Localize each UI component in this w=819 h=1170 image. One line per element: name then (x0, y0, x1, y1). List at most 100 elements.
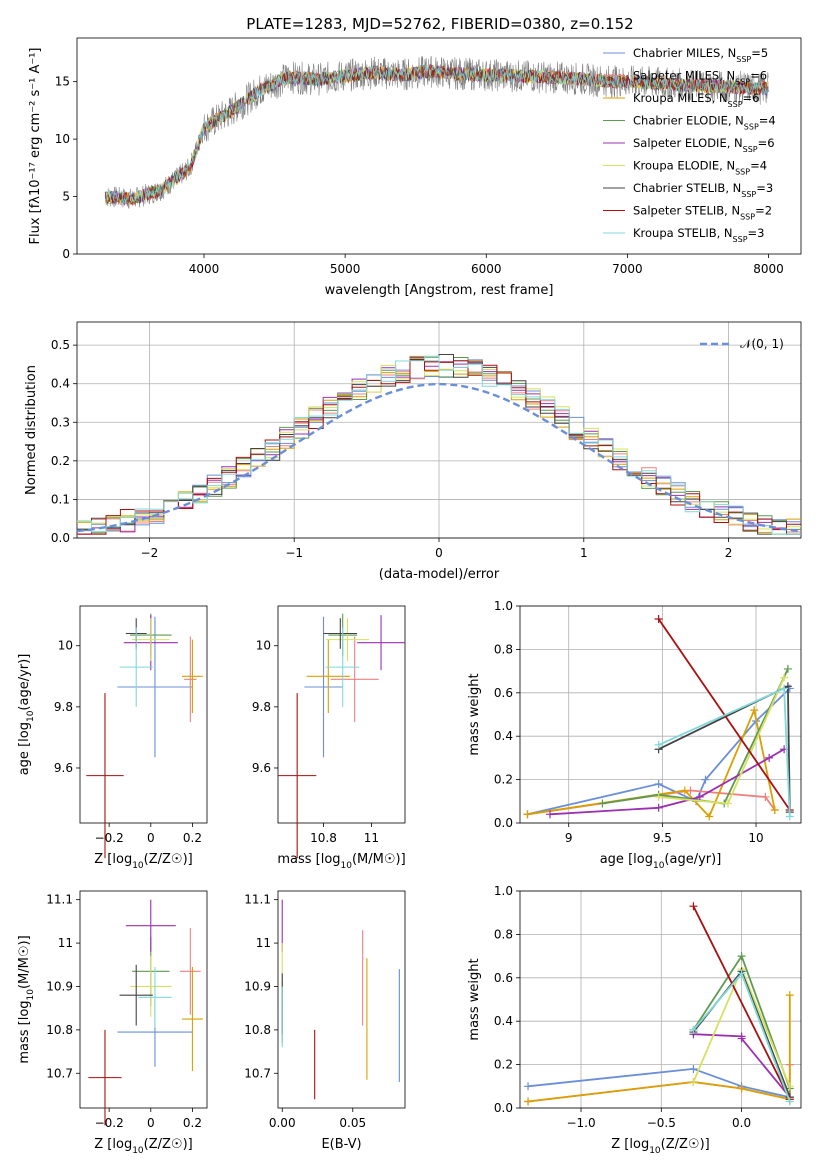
y-tick-label: 15 (55, 75, 70, 89)
axes-frame (79, 605, 208, 824)
x-axis-label: wavelength [Angstrom, rest frame] (325, 283, 554, 298)
legend-entry: Chabrier STELIB, NSSP=3 (633, 181, 773, 199)
weight-marker (598, 799, 607, 808)
weight-marker (689, 902, 698, 911)
legend-entry: Chabrier MILES, NSSP=5 (633, 46, 768, 64)
spectrum-panel: 4000 5000 6000 7000 8000 0 5 10 15 wavelength [An… (28, 37, 802, 298)
weight-marker (695, 792, 704, 801)
y-axis-label: mass weight (467, 673, 482, 755)
legend-entry: Kroupa MILES, NSSP=6 (633, 91, 759, 109)
mass-vs-metallicity-panel: −0.2 0 0.2 10.7 10.8 10.9 11 11.1 Z [log10(Z/Z☉)… (17, 890, 208, 1156)
y-tick-label: 0.4 (51, 377, 70, 391)
weight-marker (524, 1097, 533, 1106)
weight-marker (523, 810, 532, 819)
weight-marker (780, 673, 789, 682)
y-tick-label: 0.4 (494, 1014, 513, 1028)
y-tick-label: 11.1 (244, 893, 271, 907)
x-axis-label: (data-model)/error (379, 567, 500, 582)
x-tick-label: 10.8 (310, 831, 337, 845)
weight-vs-age-panel: 9 9.5 10 0.0 0.2 0.4 0.6 0.8 1.0 age [log10(age/y… (467, 599, 802, 871)
weight-marker (750, 706, 759, 715)
y-tick-label: 9.6 (54, 761, 73, 775)
y-tick-label: 0.2 (494, 773, 513, 787)
weight-marker (737, 969, 746, 978)
weight-line-0 (527, 1067, 790, 1099)
y-tick-label: 0.6 (494, 686, 513, 700)
age-vs-metallicity-panel: −0.2 0 0.2 9.6 9.8 10 Z [log10(Z/Z☉)] age [log1… (17, 605, 208, 871)
x-tick-label: 2 (725, 546, 733, 560)
residual-histogram-panel: −2 −1 0 1 2 0.0 0.1 0.2 0.3 0.4 0.5 (data-model)/er… (24, 321, 802, 582)
model-spectrum-8 (104, 64, 769, 205)
x-tick-label: 0.00 (269, 1116, 296, 1130)
y-tick-label: 0.2 (51, 454, 70, 468)
y-axis-label: age [log10(age/yr)] (17, 654, 36, 776)
x-tick-label: −1 (285, 546, 303, 560)
weight-marker (689, 1077, 698, 1086)
age-vs-mass-panel: 10.8 11 9.6 9.8 10 mass [log10(M/M☉)] (252, 605, 406, 871)
histogram-8 (77, 355, 801, 535)
weight-marker (780, 684, 789, 693)
legend-entry: 𝒩(0, 1) (740, 337, 784, 351)
x-tick-label: 0 (435, 546, 443, 560)
y-tick-label: 9.8 (252, 700, 271, 714)
weight-marker (723, 799, 732, 808)
y-axis-label: mass [log10(M/M☉)] (17, 935, 36, 1063)
weight-marker (689, 1064, 698, 1073)
axes-frame (277, 890, 406, 1109)
y-tick-label: 0.8 (494, 927, 513, 941)
axes-frame (76, 37, 802, 255)
y-tick-label: 1.0 (494, 599, 513, 613)
x-axis-label: age [log10(age/yr)] (600, 852, 722, 871)
y-tick-label: 10.7 (46, 1066, 73, 1080)
weight-marker (785, 1097, 794, 1106)
histogram-7 (77, 359, 801, 535)
x-tick-label: 0.05 (339, 1116, 366, 1130)
y-tick-label: 10.8 (244, 1023, 271, 1037)
y-tick-label: 0.8 (494, 642, 513, 656)
y-tick-label: 10.7 (244, 1066, 271, 1080)
weight-marker (689, 1025, 698, 1034)
weight-marker (770, 805, 779, 814)
x-tick-label: 0.0 (732, 1116, 751, 1130)
weight-marker (654, 792, 663, 801)
weight-marker (737, 1034, 746, 1043)
y-tick-label: 9.8 (54, 700, 73, 714)
y-tick-label: 10.8 (46, 1023, 73, 1037)
y-tick-label: 11 (256, 936, 271, 950)
weight-marker (705, 812, 714, 821)
y-tick-label: 0 (62, 247, 70, 261)
x-tick-label: 5000 (330, 262, 361, 276)
x-tick-label: −0.2 (95, 831, 124, 845)
legend-entry: Kroupa ELODIE, NSSP=4 (633, 159, 767, 177)
weight-marker (783, 664, 792, 673)
axes-frame (519, 605, 802, 824)
x-tick-label: 4000 (189, 262, 220, 276)
y-tick-label: 5 (62, 190, 70, 204)
x-tick-label: 0 (147, 1116, 155, 1130)
weight-marker (701, 775, 710, 784)
x-tick-label: 8000 (753, 262, 784, 276)
mass-vs-extinction-panel: 0.00 0.05 10.7 10.8 10.9 11 11.1 E(B-V) (244, 890, 406, 1152)
weight-marker (654, 615, 663, 624)
spectrum-lines (104, 55, 769, 209)
y-tick-label: 10 (58, 639, 73, 653)
y-tick-label: 10.9 (46, 979, 73, 993)
weight-vs-metallicity-panel: −1.0 −0.5 0.0 0.0 0.2 0.4 0.6 0.8 1.0 Z [log10(Z/… (467, 884, 802, 1156)
legend-entry: Chabrier ELODIE, NSSP=4 (633, 114, 776, 132)
weight-marker (783, 682, 792, 691)
y-tick-label: 0.0 (494, 1101, 513, 1115)
weight-marker (545, 810, 554, 819)
y-tick-label: 9.6 (252, 761, 271, 775)
y-tick-label: 10.9 (244, 979, 271, 993)
x-tick-label: 9.5 (653, 831, 672, 845)
weight-marker (737, 952, 746, 961)
x-axis-label: Z [log10(Z/Z☉)] (94, 1137, 192, 1156)
x-tick-label: −0.5 (647, 1116, 676, 1130)
weight-marker (761, 792, 770, 801)
y-tick-label: 11 (58, 936, 73, 950)
axes-frame (277, 605, 406, 824)
x-tick-label: 9 (565, 831, 573, 845)
x-tick-label: −1.0 (566, 1116, 595, 1130)
figure-title: PLATE=1283, MJD=52762, FIBERID=0380, z=0… (246, 15, 633, 33)
weight-line-4 (549, 748, 785, 816)
